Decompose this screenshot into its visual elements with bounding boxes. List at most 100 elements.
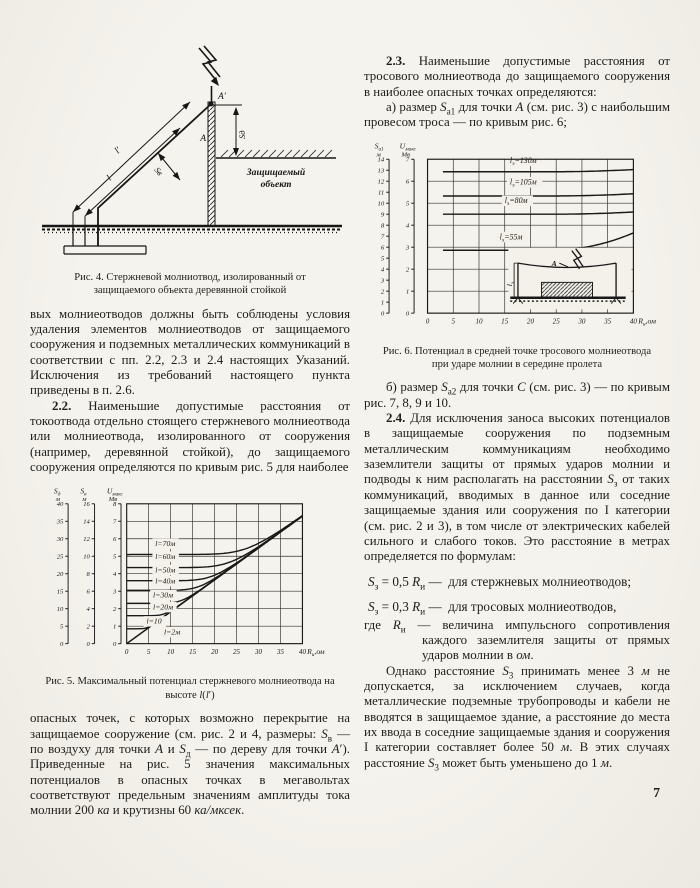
svg-text:40: 40 [299,649,306,657]
right-column: 2.3. Наименьшие допустимые расстояния от… [364,40,670,819]
svg-text:4: 4 [406,222,410,229]
svg-text:0: 0 [113,641,117,648]
svg-text:35: 35 [276,649,284,657]
svg-text:10: 10 [378,200,385,207]
svg-text:Uмакс: Uмакс [107,487,124,498]
svg-text:lэ=130м: lэ=130м [510,156,537,167]
svg-text:25: 25 [57,554,64,561]
svg-text:lэ: lэ [505,281,516,286]
svg-text:20: 20 [211,649,218,657]
figure-5: l=70м l=60м l=50м l=40м l=30м l=20м l=10 l=2м 0 5… [30,483,350,702]
svg-text:30: 30 [56,536,64,543]
svg-text:Sв: Sв [80,487,87,498]
point-a-top-dot [208,101,214,107]
svg-text:A: A [551,259,557,268]
wooden-pole [207,101,216,227]
svg-text:2: 2 [406,266,410,273]
svg-text:3: 3 [112,589,117,596]
svg-text:25: 25 [233,649,240,657]
svg-text:10: 10 [83,554,90,561]
svg-text:13: 13 [378,167,385,174]
svg-text:20: 20 [57,571,64,578]
item-b: б) размер Sа2 для точки С (см. рис. 3) —… [364,380,670,410]
svg-text:40: 40 [630,317,638,325]
svg-text:5: 5 [113,554,117,561]
svg-text:Rи,ом: Rи,ом [306,648,325,659]
fig4-drawing: A′ A l′ l Sд Sв Защищаемый объект [42,45,342,255]
dimension-l-inner [84,127,181,246]
svg-text:1: 1 [113,624,116,631]
svg-text:3: 3 [380,277,385,284]
lightning-bolt-icon [198,45,221,86]
svg-text:2: 2 [87,624,91,631]
svg-text:1: 1 [381,299,384,306]
fig5-plot: l=70м l=60м l=50м l=40м l=30м l=20м l=10l=2м 0 5… [54,487,325,659]
ground-line [42,224,342,234]
svg-text:5: 5 [147,649,151,657]
svg-text:6: 6 [406,178,410,185]
svg-text:16: 16 [83,502,90,509]
dimension-s-air [157,152,181,181]
fig5-svg: l=70м l=60м l=50м l=40м l=30м l=20м l=10l=2м 0 5… [54,487,325,659]
svg-text:8: 8 [87,571,91,578]
svg-text:l=10: l=10 [146,617,161,626]
svg-text:lэ=80м: lэ=80м [505,196,528,207]
svg-text:Uмакс: Uмакс [400,141,417,152]
svg-text:Мв: Мв [401,151,411,158]
svg-text:Sа1: Sа1 [375,141,385,152]
svg-text:5: 5 [451,317,455,325]
item-a: а) размер Sа1 для точки А (см. рис. 3) с… [364,100,670,130]
document-page: A′ A l′ l Sд Sв Защищаемый объект Рис. 4… [30,40,670,819]
figure-4: A′ A l′ l Sд Sв Защищаемый объект Рис. 4… [30,40,350,298]
svg-text:6: 6 [87,589,91,596]
label-s-wood: Sд [237,130,247,139]
svg-text:15: 15 [189,649,196,657]
paragraph-2-2: 2.2. Наименьшие допустимые расстояния от… [30,398,350,475]
svg-text:2: 2 [381,288,385,295]
dimension-s-wood [211,104,242,156]
svg-text:15: 15 [501,317,509,325]
label-s-air: Sв [152,165,165,178]
svg-text:14: 14 [378,156,385,163]
svg-text:35: 35 [603,317,612,325]
fig5-caption: Рис. 5. Максимальный потенциал стержнево… [45,676,335,701]
svg-text:7: 7 [113,519,117,526]
protected-object-edge [216,149,336,159]
formula-rod: Sз = 0,5 Rи — для стержневых молниеотвод… [368,573,632,593]
svg-text:lэ=55м: lэ=55м [500,232,523,243]
label-a-mid: A [199,134,206,144]
chart-curve [442,168,634,173]
inset-lightning-icon [571,249,581,269]
svg-text:30: 30 [577,317,586,325]
svg-text:7: 7 [381,233,385,240]
svg-text:l=70м: l=70м [155,540,175,549]
svg-text:lэ=105м: lэ=105м [510,177,537,188]
svg-text:20: 20 [527,317,535,325]
svg-text:10: 10 [475,317,483,325]
label-l-outer: l′ [113,145,124,156]
svg-text:11: 11 [378,189,384,196]
svg-text:l=20м: l=20м [153,603,173,612]
svg-text:8: 8 [381,222,385,229]
where-note: где Rи — величина импульсного сопротивле… [364,617,670,663]
chart-curve [442,211,634,215]
svg-text:0: 0 [60,641,64,648]
svg-text:4: 4 [381,266,385,273]
svg-text:15: 15 [57,589,64,596]
paragraph-2-3: 2.3. Наименьшие допустимые расстояния от… [364,54,670,99]
svg-text:3: 3 [405,244,410,251]
svg-text:7: 7 [406,156,410,163]
svg-text:30: 30 [254,649,262,657]
svg-text:6: 6 [381,244,385,251]
svg-text:5: 5 [60,624,64,631]
svg-text:4: 4 [87,606,91,613]
svg-text:5: 5 [406,200,410,207]
down-conductor [97,103,212,246]
paragraph-after-fig5: опасных точек, с которых возможно перекр… [30,711,350,818]
svg-text:6: 6 [113,536,117,543]
svg-text:12: 12 [378,178,385,185]
paragraph-final: Однако расстояние S3 принимать менее 3 м… [364,663,670,773]
